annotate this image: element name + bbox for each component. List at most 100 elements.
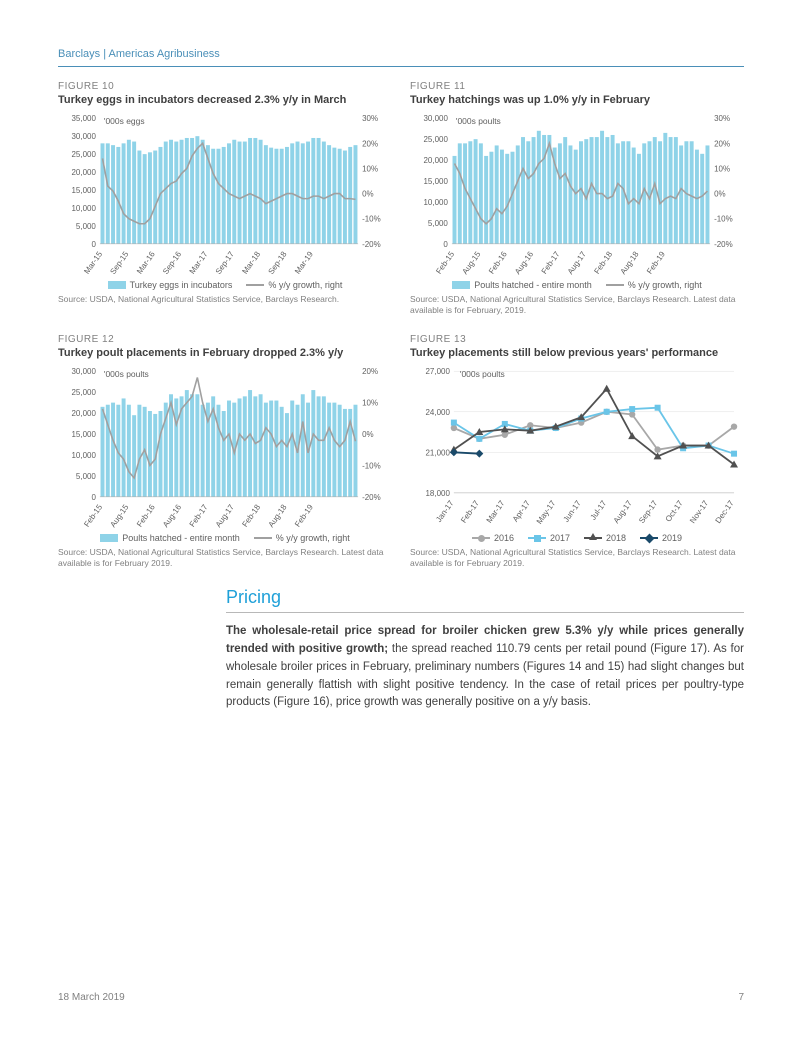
svg-text:-20%: -20% [362,240,381,249]
svg-text:'000s poults: '000s poults [104,369,149,379]
chart-legend: Poults hatched - entire month% y/y growt… [58,533,392,543]
legend-item: % y/y growth, right [246,280,342,290]
svg-text:10%: 10% [362,399,378,408]
svg-text:30,000: 30,000 [72,367,97,376]
svg-text:Feb-15: Feb-15 [434,249,456,275]
svg-text:Aug-17: Aug-17 [612,498,634,525]
svg-text:Feb-17: Feb-17 [459,498,481,524]
svg-text:Sep-17: Sep-17 [214,249,236,276]
svg-text:20%: 20% [362,139,378,148]
svg-text:Mar-15: Mar-15 [82,249,104,275]
chart-canvas: 05,00010,00015,00020,00025,00030,00035,0… [58,110,392,278]
svg-text:'000s poults: '000s poults [460,369,505,379]
svg-text:Feb-17: Feb-17 [188,502,210,528]
svg-text:Feb-19: Feb-19 [293,502,315,528]
figure-title: Turkey placements still below previous y… [410,347,744,359]
svg-text:0: 0 [443,240,448,249]
figure-13: FIGURE 13 Turkey placements still below … [410,334,744,569]
svg-text:0%: 0% [362,190,374,199]
svg-text:27,000: 27,000 [426,367,451,376]
svg-text:Aug-17: Aug-17 [214,502,236,529]
svg-text:35,000: 35,000 [72,114,97,123]
svg-text:0: 0 [91,240,96,249]
svg-text:Oct-17: Oct-17 [664,498,685,523]
svg-text:'000s eggs: '000s eggs [104,116,145,126]
legend-item: 2019 [640,533,682,543]
svg-text:Feb-18: Feb-18 [240,502,262,528]
footer-date: 18 March 2019 [58,992,125,1003]
svg-text:20%: 20% [714,139,730,148]
svg-text:Sep-17: Sep-17 [637,498,659,525]
chart-canvas: 0 5,000 10,000 15,000 20,000 25,000 30,000 -20%… [58,363,392,531]
chart-legend: 2016 2017 2018 2019 [410,533,744,543]
svg-text:-10%: -10% [362,215,381,224]
svg-text:Jun-17: Jun-17 [561,498,583,524]
figure-12: FIGURE 12 Turkey poult placements in Feb… [58,334,392,569]
svg-text:Feb-19: Feb-19 [645,249,667,275]
svg-text:Aug-16: Aug-16 [161,502,183,529]
svg-text:25,000: 25,000 [72,388,97,397]
svg-text:Feb-18: Feb-18 [592,249,614,275]
chart-source: Source: USDA, National Agricultural Stat… [58,294,392,305]
footer-page: 7 [738,992,744,1003]
svg-text:5,000: 5,000 [76,472,97,481]
figure-label: FIGURE 10 [58,81,392,92]
svg-text:Mar-17: Mar-17 [188,249,210,275]
page-header: Barclays | Americas Agribusiness [58,48,744,67]
figure-title: Turkey poult placements in February drop… [58,347,392,359]
svg-text:5,000: 5,000 [76,222,97,231]
svg-text:0: 0 [91,493,96,502]
legend-item: 2017 [528,533,570,543]
svg-text:-20%: -20% [714,240,733,249]
svg-text:18,000: 18,000 [426,489,451,498]
svg-text:Dec-17: Dec-17 [714,498,736,525]
svg-text:Feb-16: Feb-16 [135,502,157,528]
section-rule [226,612,744,613]
svg-text:Aug-15: Aug-15 [108,502,130,529]
svg-text:Aug-15: Aug-15 [460,249,482,276]
svg-text:Aug-17: Aug-17 [566,249,588,276]
svg-text:15,000: 15,000 [72,186,97,195]
svg-text:20,000: 20,000 [72,168,97,177]
svg-text:Mar-16: Mar-16 [135,249,157,275]
svg-text:Sep-15: Sep-15 [108,249,130,276]
svg-text:'000s poults: '000s poults [456,116,501,126]
figure-label: FIGURE 12 [58,334,392,345]
legend-item: 2016 [472,533,514,543]
legend-item: % y/y growth, right [606,280,702,290]
svg-text:20,000: 20,000 [72,409,97,418]
figure-label: FIGURE 13 [410,334,744,345]
svg-text:Nov-17: Nov-17 [688,498,710,525]
svg-text:Feb-15: Feb-15 [82,502,104,528]
svg-text:Aug-18: Aug-18 [266,502,288,529]
svg-text:Jul-17: Jul-17 [588,498,608,521]
charts-row-2: FIGURE 12 Turkey poult placements in Feb… [58,334,744,569]
chart-source: Source: USDA, National Agricultural Stat… [410,294,744,316]
charts-row-1: FIGURE 10 Turkey eggs in incubators decr… [58,81,744,316]
chart-canvas: 05,00010,00015,00020,00025,00030,000-20%… [410,110,744,278]
svg-text:15,000: 15,000 [424,177,449,186]
svg-text:5,000: 5,000 [428,219,449,228]
figure-title: Turkey eggs in incubators decreased 2.3%… [58,94,392,106]
page-footer: 18 March 2019 7 [58,992,744,1003]
svg-text:20,000: 20,000 [424,156,449,165]
legend-item: Poults hatched - entire month [452,280,592,290]
svg-text:-10%: -10% [362,462,381,471]
svg-text:15,000: 15,000 [72,430,97,439]
legend-item: 2018 [584,533,626,543]
svg-text:10,000: 10,000 [72,451,97,460]
svg-text:Sep-18: Sep-18 [266,249,288,276]
figure-label: FIGURE 11 [410,81,744,92]
svg-text:0%: 0% [362,430,374,439]
svg-text:30%: 30% [714,114,730,123]
svg-text:Jan-17: Jan-17 [434,498,456,524]
svg-text:10%: 10% [714,164,730,173]
chart-legend: Poults hatched - entire month % y/y growt… [410,280,744,290]
section-body: The wholesale-retail price spread for br… [226,623,744,712]
svg-text:-10%: -10% [714,215,733,224]
chart-source: Source: USDA, National Agricultural Stat… [58,547,392,569]
figure-10: FIGURE 10 Turkey eggs in incubators decr… [58,81,392,316]
svg-text:-20%: -20% [362,493,381,502]
legend-item: % y/y growth, right [254,533,350,543]
svg-text:10%: 10% [362,164,378,173]
